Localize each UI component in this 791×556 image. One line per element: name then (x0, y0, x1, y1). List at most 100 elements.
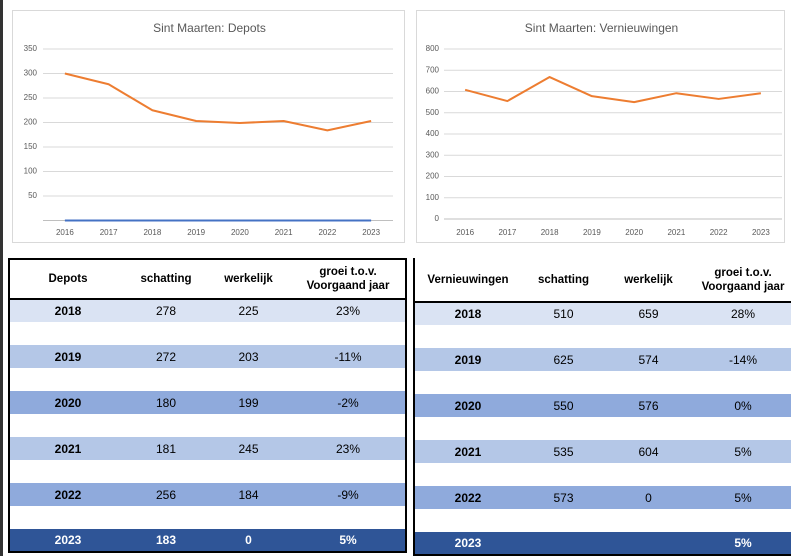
cell: 2021 (9, 437, 126, 460)
y-tick-label: 100 (24, 167, 38, 176)
x-tick-label: 2017 (100, 228, 118, 237)
x-tick-label: 2020 (625, 228, 643, 237)
data-row: 2023 5% (414, 532, 791, 555)
cell: 0% (691, 394, 791, 417)
data-row: 2019 272 203 -11% (9, 345, 406, 368)
cell: 659 (606, 302, 691, 325)
y-tick-label: 350 (24, 44, 38, 53)
cell: 278 (126, 299, 206, 322)
y-tick-label: 150 (24, 142, 38, 151)
y-tick-label: 800 (426, 44, 440, 53)
cell: 256 (126, 483, 206, 506)
cell (606, 532, 691, 555)
y-tick-label: 100 (426, 193, 440, 202)
cell: -11% (291, 345, 406, 368)
cell: 180 (126, 391, 206, 414)
cell: 2023 (414, 532, 521, 555)
x-tick-label: 2018 (143, 228, 161, 237)
y-tick-label: 250 (24, 93, 38, 102)
cell: 2020 (9, 391, 126, 414)
spacer-row (414, 325, 791, 348)
spacer-row (414, 509, 791, 532)
cell: 604 (606, 440, 691, 463)
y-tick-label: 500 (426, 108, 440, 117)
data-row: 2023 183 0 5% (9, 529, 406, 552)
x-tick-label: 2016 (56, 228, 74, 237)
data-row: 2020 180 199 -2% (9, 391, 406, 414)
data-row: 2022 256 184 -9% (9, 483, 406, 506)
spacer-row (9, 322, 406, 345)
cell: 203 (206, 345, 291, 368)
data-row: 2021 181 245 23% (9, 437, 406, 460)
chart-title: Sint Maarten: Depots (153, 21, 266, 35)
x-tick-label: 2019 (187, 228, 205, 237)
cell: 184 (206, 483, 291, 506)
chart: Sint Maarten: Vernieuwingen 0 100 200 300 400… (416, 10, 785, 243)
data-row: 2020 550 576 0% (414, 394, 791, 417)
header-cell: groei t.o.v. Voorgaand jaar (691, 258, 791, 303)
x-tick-label: 2016 (456, 228, 474, 237)
header-row: Depots schatting werkelijk groei t.o.v. Voo… (9, 259, 406, 300)
cell: 0 (606, 486, 691, 509)
line-series (64, 72, 372, 132)
y-tick-label: 600 (426, 87, 440, 96)
cell: 2023 (9, 529, 126, 552)
y-tick-label: 50 (28, 191, 37, 200)
x-tick-label: 2023 (752, 228, 770, 237)
header-cell: werkelijk (606, 258, 691, 303)
x-tick-label: 2023 (362, 228, 380, 237)
cell: 23% (291, 437, 406, 460)
spacer-row (414, 463, 791, 486)
cell: -9% (291, 483, 406, 506)
y-tick-label: 200 (426, 172, 440, 181)
x-tick-label: 2020 (231, 228, 249, 237)
cell: 535 (521, 440, 606, 463)
cell: 245 (206, 437, 291, 460)
cell: 2022 (414, 486, 521, 509)
x-tick-label: 2017 (498, 228, 516, 237)
cell: 573 (521, 486, 606, 509)
spacer-row (9, 460, 406, 483)
y-tick-label: 0 (435, 214, 440, 223)
header-cell: Depots (9, 259, 126, 300)
cell: 510 (521, 302, 606, 325)
cell: -2% (291, 391, 406, 414)
x-tick-label: 2021 (275, 228, 293, 237)
cell: 2020 (414, 394, 521, 417)
y-tick-label: 400 (426, 129, 440, 138)
cell: 576 (606, 394, 691, 417)
cell: 2021 (414, 440, 521, 463)
cell: 2018 (414, 302, 521, 325)
cell: 5% (291, 529, 406, 552)
line-series (464, 76, 762, 104)
chart: Sint Maarten: Depots 50 100 150 200 250 300 350… (12, 10, 405, 243)
header-cell: Vernieuwingen (414, 258, 521, 303)
cell: 574 (606, 348, 691, 371)
cell: 28% (691, 302, 791, 325)
y-tick-label: 300 (426, 150, 440, 159)
data-row: 2022 573 0 5% (414, 486, 791, 509)
x-tick-label: 2018 (541, 228, 559, 237)
header-cell: schatting (126, 259, 206, 300)
data-row: 2021 535 604 5% (414, 440, 791, 463)
x-tick-label: 2022 (710, 228, 728, 237)
x-tick-label: 2019 (583, 228, 601, 237)
cell: 5% (691, 486, 791, 509)
cell: 23% (291, 299, 406, 322)
cell: 625 (521, 348, 606, 371)
cell: 2018 (9, 299, 126, 322)
cell: 5% (691, 532, 791, 555)
spacer-row (9, 506, 406, 529)
cell: 181 (126, 437, 206, 460)
cell: 183 (126, 529, 206, 552)
table: Depots schatting werkelijk groei t.o.v. Voo… (8, 258, 407, 553)
header-row: Vernieuwingen schatting werkelijk groei t.o… (414, 258, 791, 303)
cell (521, 532, 606, 555)
header-cell: schatting (521, 258, 606, 303)
header-cell: groei t.o.v. Voorgaand jaar (291, 259, 406, 300)
y-tick-label: 200 (24, 118, 38, 127)
chart-title: Sint Maarten: Vernieuwingen (525, 21, 678, 35)
spacer-row (9, 368, 406, 391)
data-row: 2018 278 225 23% (9, 299, 406, 322)
